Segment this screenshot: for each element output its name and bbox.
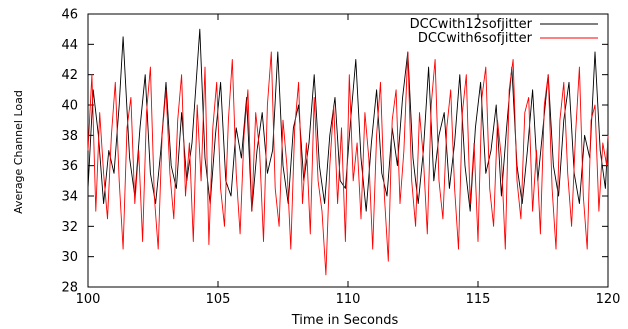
y-tick-label: 28 — [61, 281, 78, 296]
x-tick-label: 110 — [336, 292, 361, 307]
y-tick-label: 30 — [61, 250, 78, 265]
y-axis-label: Average Channel Load — [12, 90, 25, 214]
x-tick-label: 105 — [206, 292, 231, 307]
legend-label-1: DCCwith12sofjitter — [410, 17, 533, 32]
x-tick-label: 100 — [76, 292, 101, 307]
x-tick-label: 120 — [596, 292, 621, 307]
series-line-2 — [87, 51, 609, 276]
y-tick-label: 46 — [61, 8, 78, 23]
y-tick-label: 40 — [61, 99, 78, 114]
y-tick-label: 32 — [61, 220, 78, 235]
y-tick-label: 34 — [61, 190, 78, 205]
y-tick-label: 36 — [61, 159, 78, 174]
x-axis: 100 105 110 115 120 — [76, 14, 621, 307]
y-tick-label: 42 — [61, 68, 78, 83]
series-lines — [87, 28, 609, 276]
y-tick-label: 38 — [61, 129, 78, 144]
x-tick-label: 115 — [466, 292, 491, 307]
y-tick-label: 44 — [61, 38, 78, 53]
y-axis: 28 30 32 34 36 38 40 42 44 46 — [61, 8, 608, 296]
x-axis-label: Time in Seconds — [291, 313, 399, 328]
legend-label-2: DCCwith6sofjitter — [418, 31, 533, 46]
